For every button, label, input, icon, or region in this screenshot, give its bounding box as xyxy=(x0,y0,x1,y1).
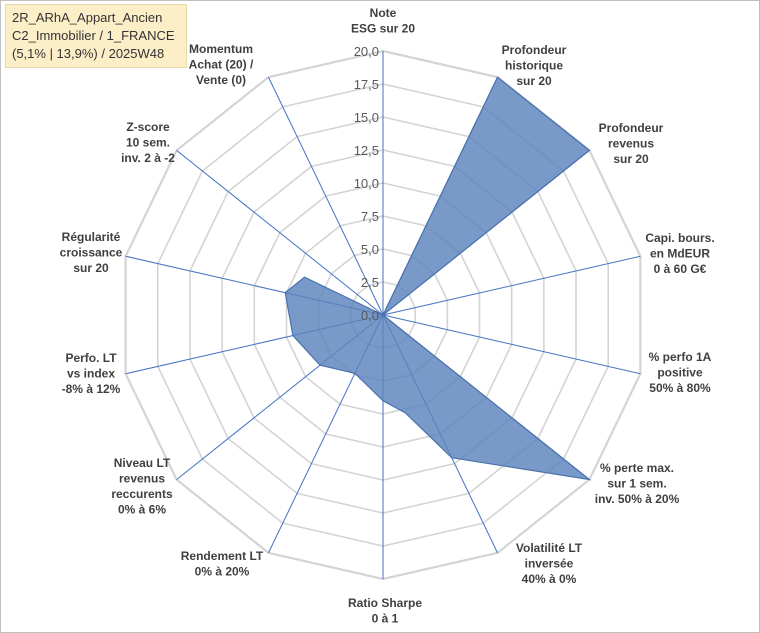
axis-label: Momentum Achat (20) / Vente (0) xyxy=(189,42,254,87)
axis-label: Ratio Sharpe 0 à 1 xyxy=(348,596,422,626)
axis-spoke xyxy=(382,314,641,375)
tick-label: 0,0 xyxy=(361,308,379,323)
tick-label: 2,5 xyxy=(361,275,379,290)
axis-label: Z-score 10 sem. inv. 2 à -2 xyxy=(121,120,175,165)
tick-label: 10,0 xyxy=(354,176,379,191)
tick-label: 5,0 xyxy=(361,242,379,257)
axis-label: Profondeur historique sur 20 xyxy=(502,43,567,88)
axis-label: % perte max. sur 1 sem. inv. 50% à 20% xyxy=(595,461,680,506)
axis-label: Rendement LT 0% à 20% xyxy=(181,549,264,579)
axis-label: Profondeur revenus sur 20 xyxy=(599,121,664,166)
tick-label: 12,5 xyxy=(354,143,379,158)
tick-label: 20,0 xyxy=(354,44,379,59)
axis-label: Note ESG sur 20 xyxy=(351,6,415,36)
tick-label: 15,0 xyxy=(354,110,379,125)
data-series-area xyxy=(284,76,592,481)
chart-title-line-2: C2_Immobilier / 1_FRANCE xyxy=(12,28,175,43)
tick-label: 17,5 xyxy=(354,77,379,92)
tick-label: 7,5 xyxy=(361,209,379,224)
chart-title-line-1: 2R_ARhA_Appart_Ancien xyxy=(12,10,163,25)
axis-label: Capi. bours. en MdEUR 0 à 60 G€ xyxy=(645,231,714,276)
axis-label: % perfo 1A positive 50% à 80% xyxy=(649,350,712,395)
chart-title-line-3: (5,1% | 13,9%) / 2025W48 xyxy=(12,46,165,61)
axis-label: Régularité croissance sur 20 xyxy=(60,230,123,275)
axis-label: Perfo. LT vs index -8% à 12% xyxy=(62,351,121,396)
chart-title-box: 2R_ARhA_Appart_Ancien C2_Immobilier / 1_… xyxy=(5,4,187,68)
axis-spoke xyxy=(268,76,384,316)
axis-spoke xyxy=(382,255,641,316)
axis-spoke xyxy=(176,150,384,316)
axis-label: Volatilité LT inversée 40% à 0% xyxy=(516,541,583,586)
axis-label: Niveau LT revenus reccurents 0% à 6% xyxy=(111,456,173,517)
